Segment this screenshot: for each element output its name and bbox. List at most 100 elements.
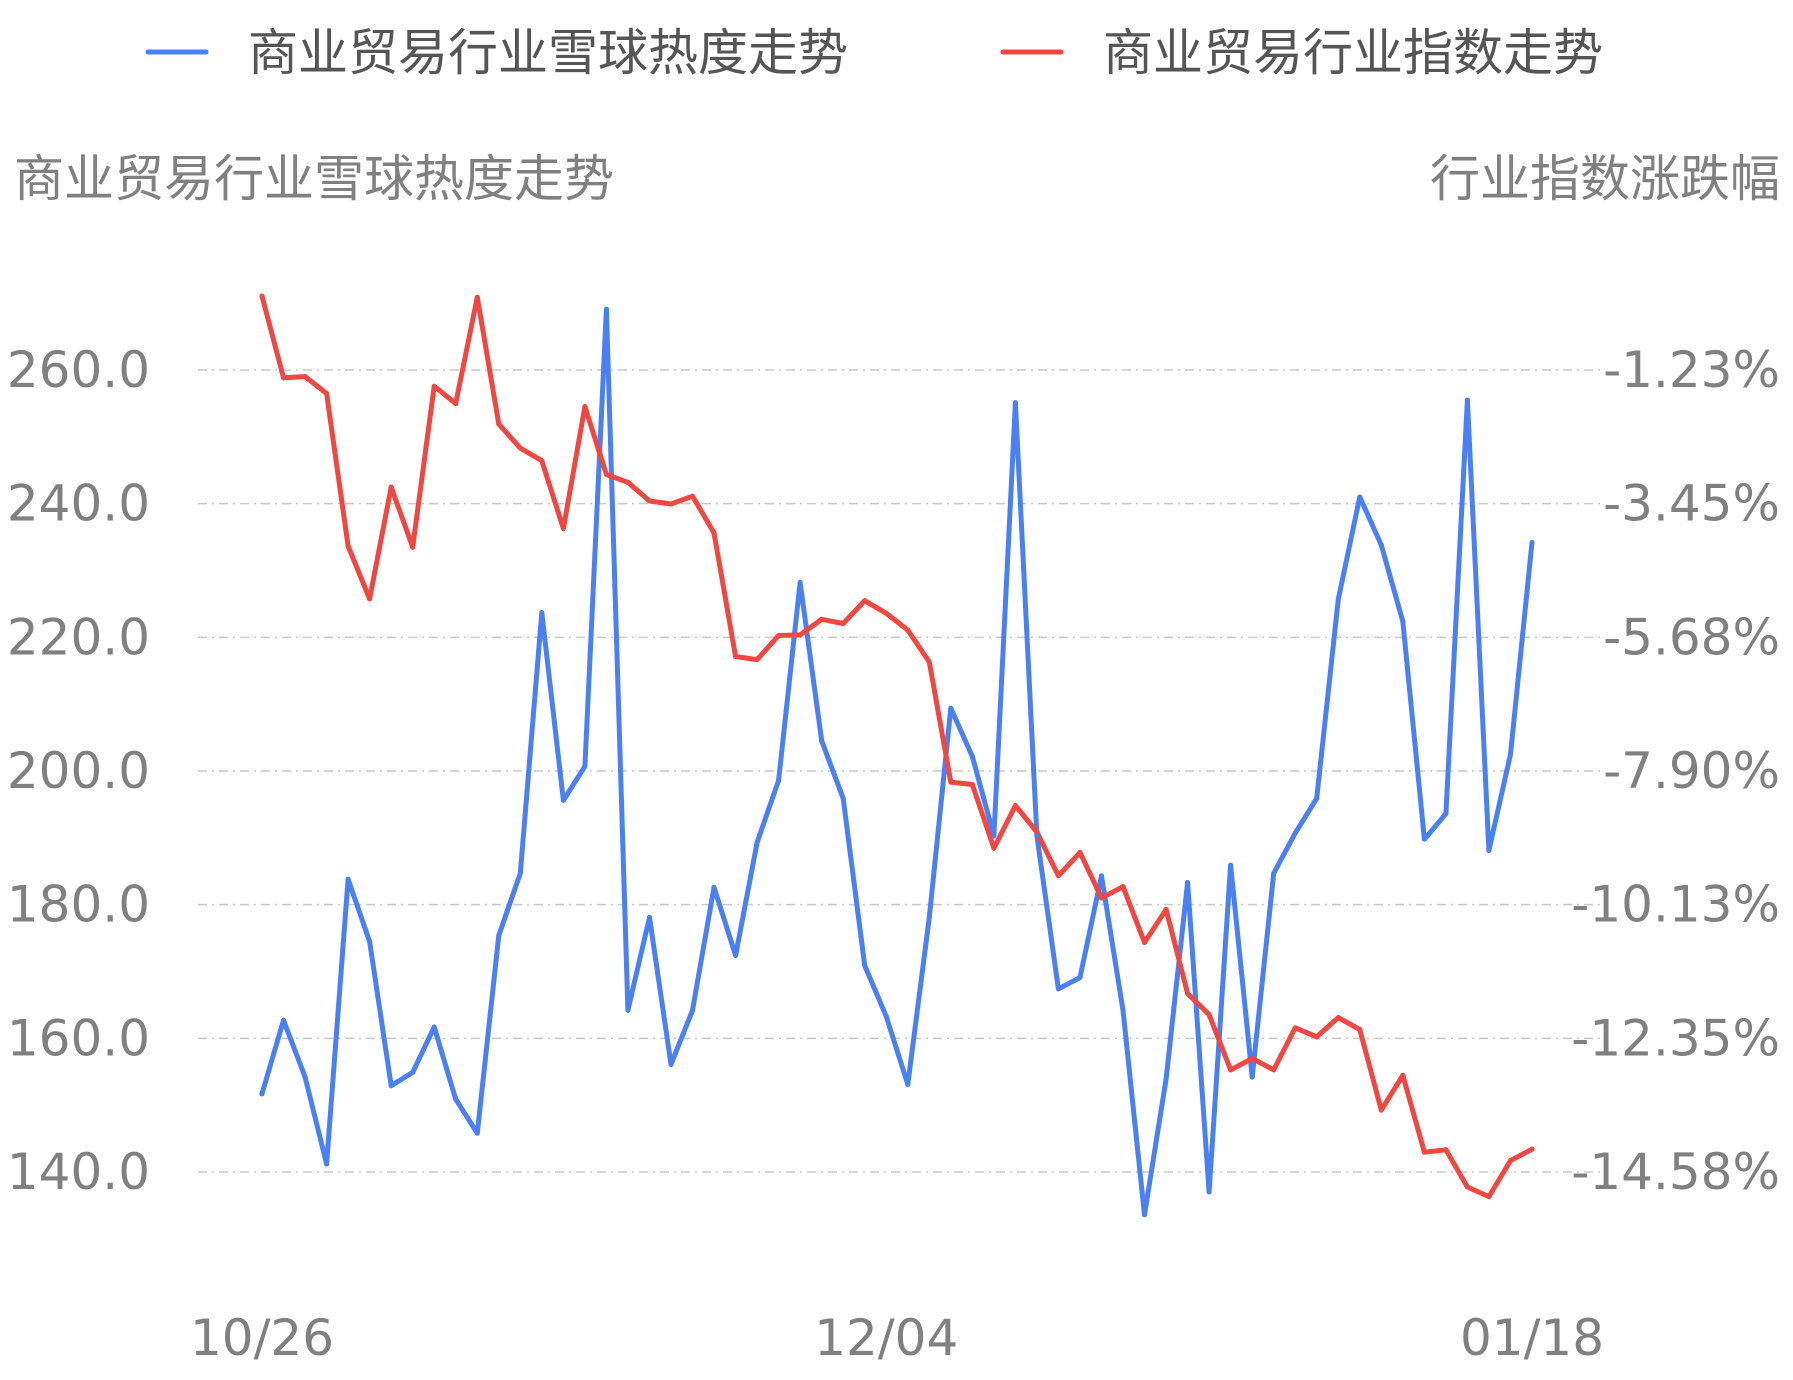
- heat-point: [797, 580, 803, 586]
- index-point: [603, 472, 609, 478]
- heat-point: [410, 1069, 416, 1075]
- index-point: [905, 627, 911, 633]
- index-point: [1055, 873, 1061, 879]
- series-line-heat: [259, 306, 1535, 1218]
- index-point: [625, 479, 631, 485]
- heat-point: [1271, 870, 1277, 876]
- index-point: [733, 654, 739, 660]
- index-point: [259, 293, 265, 299]
- heat-point: [1098, 873, 1104, 879]
- index-point: [969, 782, 975, 788]
- index-point: [345, 543, 351, 549]
- heat-point: [905, 1081, 911, 1087]
- heat-point: [819, 738, 825, 744]
- heat-point: [1249, 1074, 1255, 1080]
- index-point: [1335, 1015, 1341, 1021]
- heat-point: [1529, 539, 1535, 545]
- index-point: [1163, 906, 1169, 912]
- heat-point: [1185, 880, 1191, 886]
- heat-point: [668, 1061, 674, 1067]
- index-point: [797, 632, 803, 638]
- series-line-index: [259, 293, 1535, 1200]
- legend-item-index[interactable]: 商业贸易行业指数走势: [1000, 24, 1603, 82]
- heat-point: [367, 938, 373, 944]
- heat-point: [840, 795, 846, 801]
- index-point: [1400, 1072, 1406, 1078]
- gridlines: [198, 369, 1602, 1173]
- index-point: [646, 498, 652, 504]
- heat-point: [582, 763, 588, 769]
- index-point: [410, 544, 416, 550]
- index-point: [1421, 1149, 1427, 1155]
- left-tick-label: 200.0: [7, 742, 150, 800]
- heat-point: [539, 610, 545, 616]
- index-point: [560, 526, 566, 532]
- left-tick-label: 260.0: [7, 341, 150, 399]
- index-point: [302, 374, 308, 380]
- heat-point: [1335, 596, 1341, 602]
- index-point: [711, 530, 717, 536]
- heat-point: [1077, 975, 1083, 981]
- heat-point: [1507, 751, 1513, 757]
- right-tick-label: -10.13%: [1571, 876, 1780, 934]
- index-point: [539, 458, 545, 464]
- right-tick-label: -3.45%: [1603, 475, 1780, 533]
- left-axis-ticks: 260.0 240.0 220.0 200.0 180.0 160.0 140.0: [7, 341, 150, 1201]
- heat-point: [1464, 397, 1470, 403]
- legend-label-index: 商业贸易行业指数走势: [1103, 24, 1603, 82]
- left-tick-label: 140.0: [7, 1143, 150, 1201]
- index-point: [496, 421, 502, 427]
- heat-point: [754, 840, 760, 846]
- x-tick-label: 10/26: [190, 1309, 334, 1367]
- index-point: [1142, 940, 1148, 946]
- legend: 商业贸易行业雪球热度走势 商业贸易行业指数走势: [145, 24, 1603, 82]
- heat-point: [1206, 1189, 1212, 1195]
- index-point: [1228, 1067, 1234, 1073]
- series-points-index: [259, 293, 1535, 1200]
- heat-point: [1378, 542, 1384, 548]
- heat-point: [1421, 836, 1427, 842]
- heat-point: [1055, 986, 1061, 992]
- index-point: [1357, 1027, 1363, 1033]
- index-point: [1271, 1067, 1277, 1073]
- index-point: [776, 633, 782, 639]
- index-point: [948, 779, 954, 785]
- heat-point: [948, 705, 954, 711]
- heat-point: [259, 1091, 265, 1097]
- index-point: [862, 598, 868, 604]
- heat-point: [603, 306, 609, 312]
- index-point: [668, 501, 674, 507]
- right-axis-title: 行业指数涨跌幅: [1430, 150, 1780, 208]
- heat-point: [625, 1007, 631, 1013]
- index-point: [991, 845, 997, 851]
- index-point: [517, 445, 523, 451]
- index-point: [754, 657, 760, 663]
- legend-label-heat: 商业贸易行业雪球热度走势: [248, 24, 848, 82]
- heat-point: [431, 1024, 437, 1030]
- index-point: [367, 596, 373, 602]
- heat-point: [324, 1161, 330, 1167]
- heat-point: [926, 914, 932, 920]
- left-tick-label: 240.0: [7, 475, 150, 533]
- heat-point: [496, 932, 502, 938]
- heat-point: [711, 884, 717, 890]
- index-point: [840, 621, 846, 627]
- index-point: [1314, 1034, 1320, 1040]
- heat-point: [1443, 811, 1449, 817]
- heat-point: [474, 1130, 480, 1136]
- heat-point: [776, 777, 782, 783]
- heat-point: [1012, 400, 1018, 406]
- heat-point: [302, 1074, 308, 1080]
- heat-point: [733, 952, 739, 958]
- heat-point: [646, 914, 652, 920]
- legend-item-heat[interactable]: 商业贸易行业雪球热度走势: [145, 24, 848, 82]
- heat-point: [281, 1017, 287, 1023]
- index-point: [819, 616, 825, 622]
- left-tick-label: 180.0: [7, 876, 150, 934]
- index-point: [1464, 1184, 1470, 1190]
- index-point: [388, 484, 394, 490]
- heat-point: [1314, 795, 1320, 801]
- index-point: [1529, 1146, 1535, 1152]
- heat-point: [690, 1007, 696, 1013]
